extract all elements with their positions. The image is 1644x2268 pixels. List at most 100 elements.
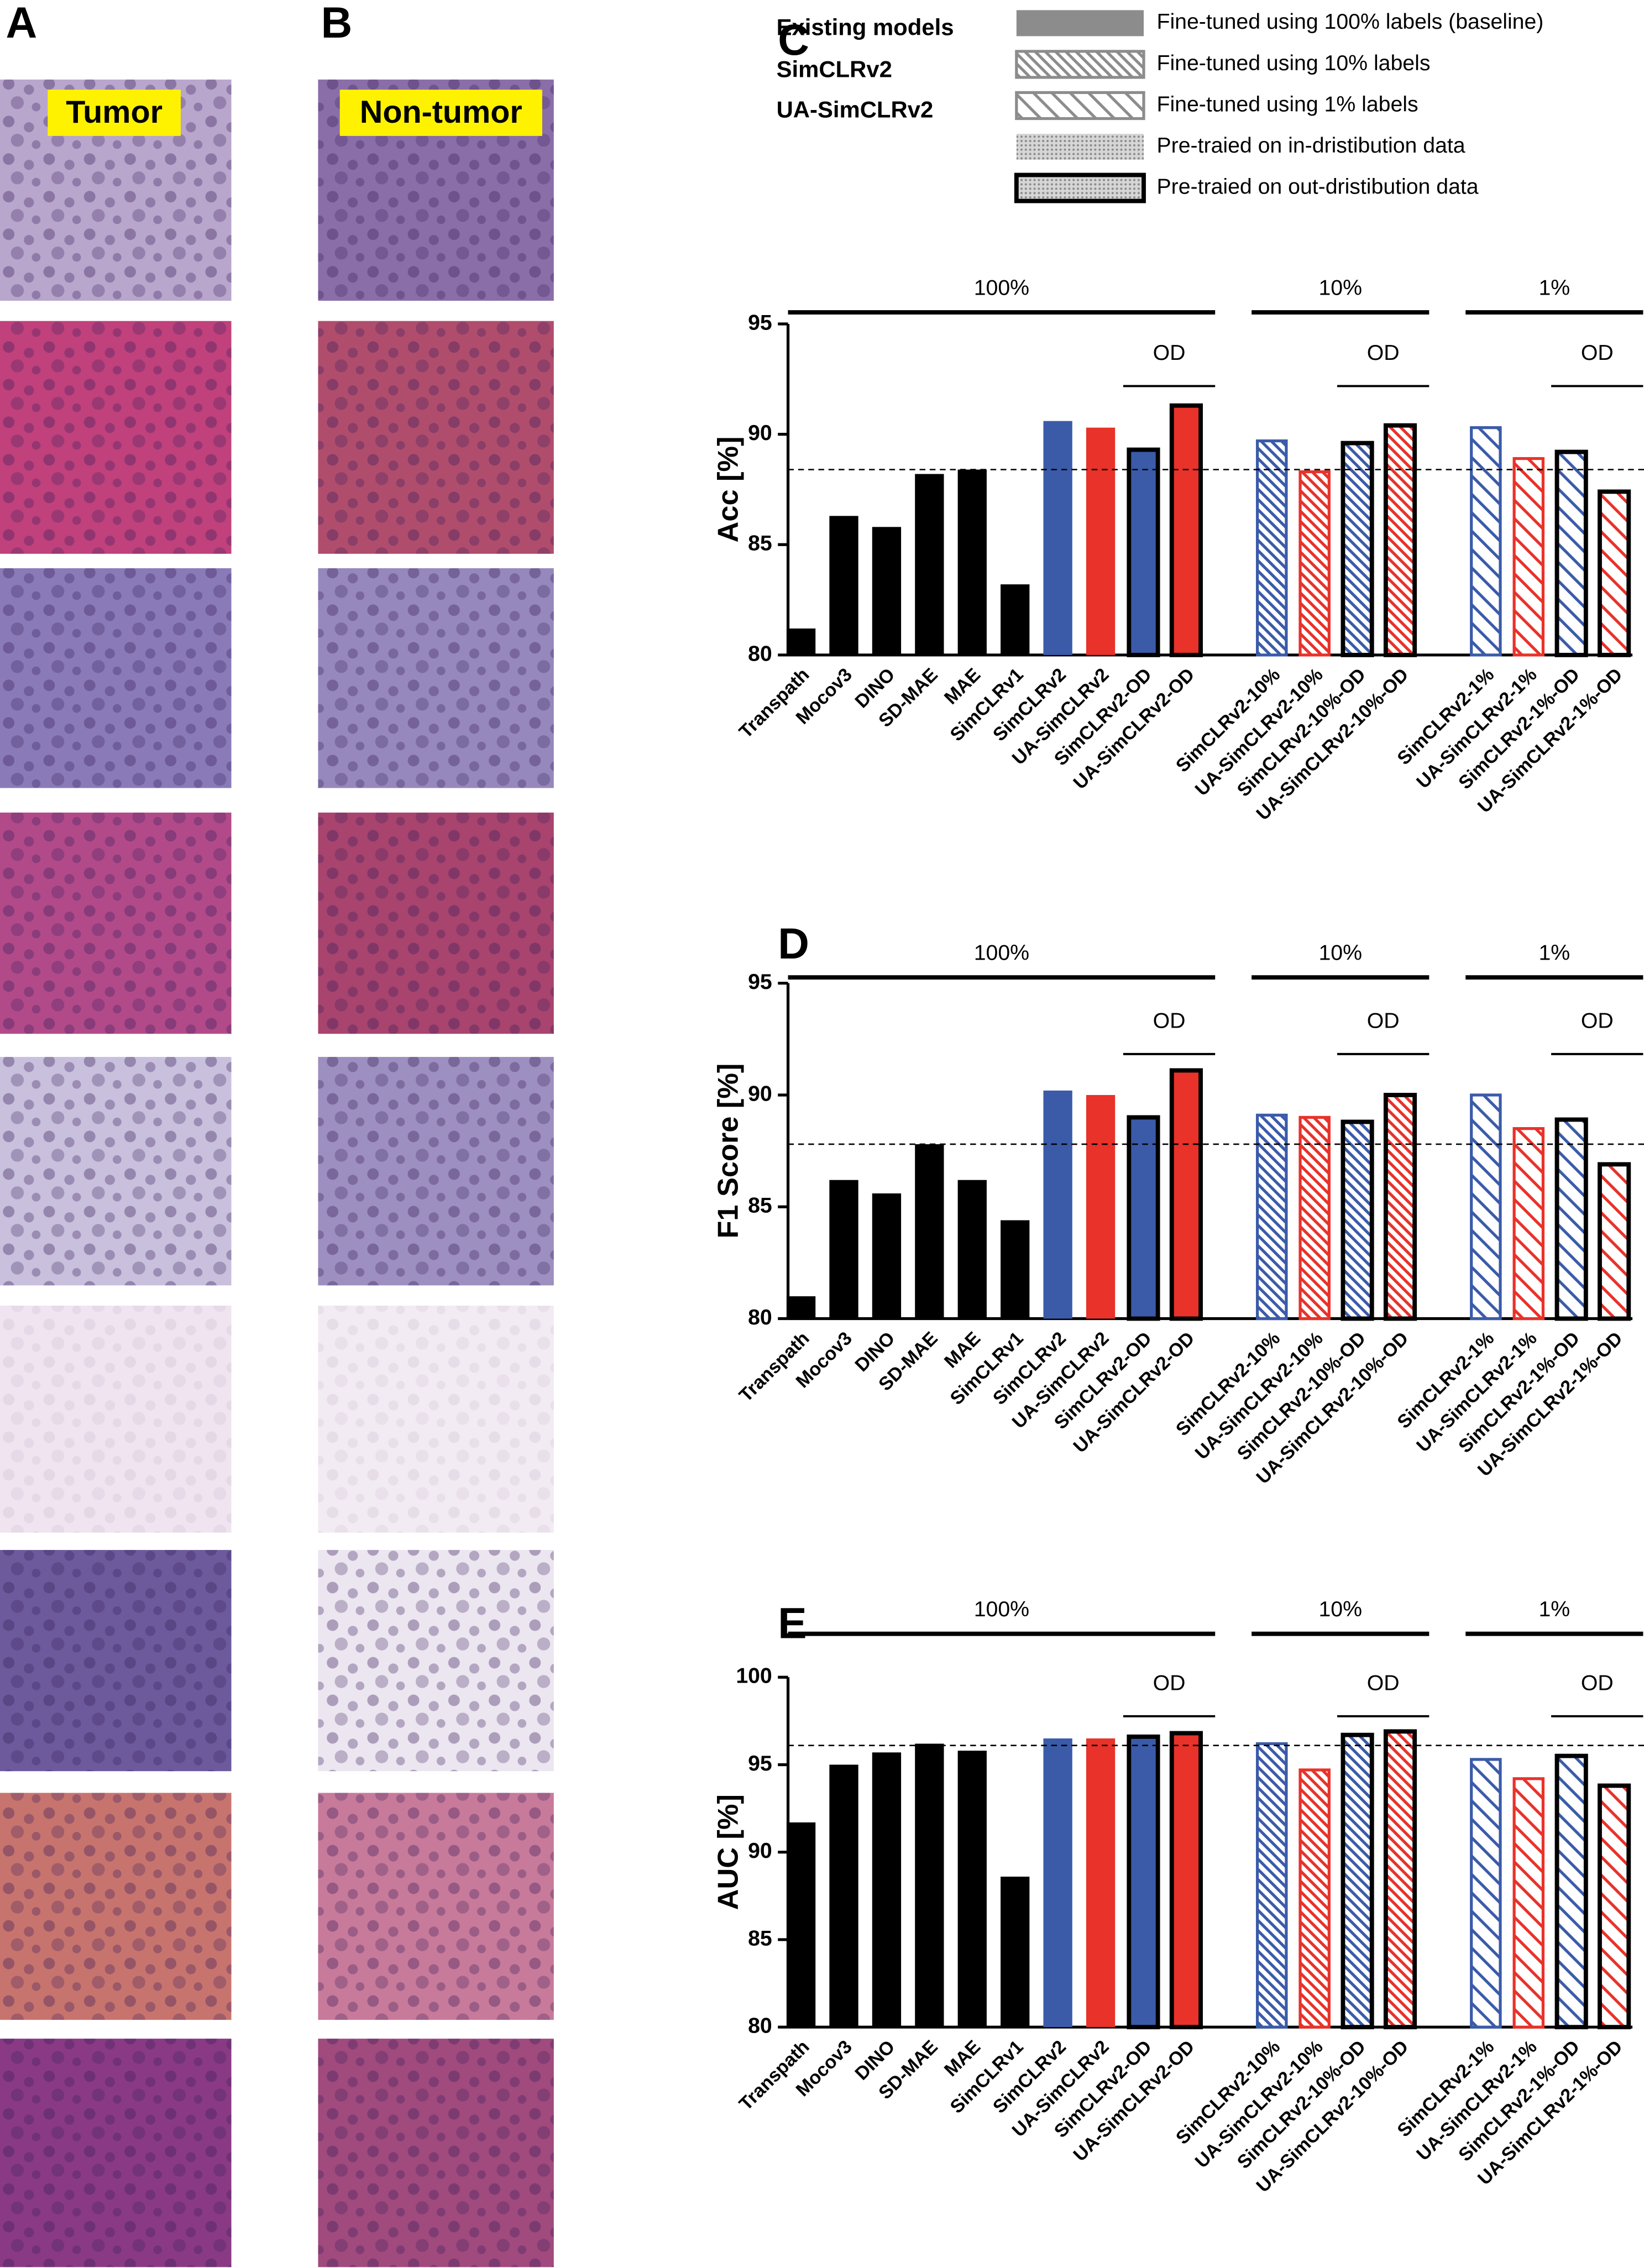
- bar: [1598, 1783, 1631, 2030]
- bar: [1383, 1093, 1417, 1321]
- bar: [1598, 489, 1631, 657]
- tissue-texture: [0, 813, 232, 1034]
- tissue-texture: [0, 1550, 232, 1772]
- tissue-texture: [318, 568, 554, 788]
- group-label: 100%: [974, 941, 1029, 965]
- bar: [1169, 1068, 1203, 1321]
- bar: [1255, 439, 1288, 657]
- od-label: OD: [1367, 341, 1400, 365]
- legend-swatch: [1014, 172, 1146, 203]
- y-tick-label: 90: [748, 1081, 772, 1106]
- legend-swatch: [1016, 10, 1144, 36]
- bar: [1341, 1732, 1374, 2030]
- tissue-texture: [318, 813, 554, 1034]
- label-box: [48, 90, 181, 136]
- legend-model: UA-SimCLRv2: [777, 97, 934, 123]
- bar: [1383, 423, 1417, 657]
- group-label: 10%: [1318, 276, 1362, 300]
- y-tick-label: 95: [748, 1751, 772, 1775]
- bar: [1043, 1090, 1072, 1319]
- od-label: OD: [1581, 341, 1614, 365]
- bar: [1086, 1738, 1116, 2028]
- bar: [957, 469, 987, 655]
- tissue-texture: [0, 1305, 232, 1533]
- bar: [1299, 1115, 1331, 1321]
- y-tick-label: 80: [748, 641, 772, 666]
- y-axis-title: Acc [%]: [713, 437, 745, 543]
- bar: [786, 1822, 816, 2028]
- panel-label: E: [778, 1599, 807, 1647]
- y-tick-label: 80: [748, 2014, 772, 2038]
- bar: [872, 527, 902, 655]
- tissue-texture: [318, 1793, 554, 2020]
- od-label: OD: [1153, 1009, 1186, 1033]
- bar: [872, 1752, 902, 2028]
- bar: [957, 1180, 987, 1319]
- y-tick-label: 95: [748, 970, 772, 994]
- bar: [1470, 1758, 1502, 2029]
- od-label: OD: [1367, 1009, 1400, 1033]
- bar: [1554, 1753, 1588, 2030]
- group-label: 10%: [1318, 941, 1362, 965]
- bar: [786, 628, 816, 655]
- bar: [1554, 1117, 1588, 1321]
- group-label: 1%: [1538, 941, 1570, 965]
- legend-swatch: [1015, 50, 1145, 79]
- bar: [1255, 1742, 1288, 2029]
- bar: [1598, 1162, 1631, 1321]
- legend-label: Pre-traied on out-dristibution data: [1157, 174, 1479, 198]
- bar: [1470, 426, 1502, 657]
- legend-title: Existing models: [777, 14, 954, 40]
- group-label: 100%: [974, 1597, 1029, 1621]
- bar: [1001, 1877, 1030, 2028]
- bar: [1043, 421, 1072, 655]
- tissue-images: [0, 79, 554, 2267]
- bar: [1255, 1113, 1288, 1321]
- group-label: 1%: [1538, 276, 1570, 300]
- od-label: OD: [1153, 1671, 1186, 1695]
- bar: [1086, 1094, 1116, 1319]
- bar: [1127, 1734, 1160, 2030]
- tissue-texture: [318, 321, 554, 554]
- bar: [1043, 1738, 1072, 2028]
- non-tumor-label: Non-tumor: [360, 95, 522, 130]
- group-label: 1%: [1538, 1597, 1570, 1621]
- bar: [1169, 403, 1203, 657]
- bar: [915, 1144, 944, 1319]
- bar: [1341, 441, 1374, 657]
- legend-label: Pre-traied on in-dristibution data: [1157, 133, 1465, 158]
- legend-swatch: [1016, 133, 1144, 160]
- bar: [957, 1751, 987, 2028]
- bar: [1127, 1115, 1160, 1321]
- tissue-texture: [318, 2039, 554, 2267]
- y-tick-label: 85: [748, 1926, 772, 1950]
- tissue-texture: [0, 321, 232, 554]
- bar: [1127, 447, 1160, 657]
- tissue-texture: [318, 1305, 554, 1533]
- bar: [1299, 470, 1331, 657]
- bar: [915, 474, 944, 655]
- tissue-texture: [0, 1057, 232, 1286]
- bar: [829, 1764, 858, 2028]
- tissue-texture: [0, 568, 232, 788]
- tissue-texture: [318, 1057, 554, 1286]
- legend-model: SimCLRv2: [777, 56, 892, 82]
- bar: [1169, 1731, 1203, 2030]
- group-label: 100%: [974, 276, 1029, 300]
- tissue-texture: [318, 1550, 554, 1772]
- tissue-texture: [0, 2039, 232, 2267]
- y-tick-label: 85: [748, 1193, 772, 1218]
- bar: [1512, 1777, 1545, 2029]
- bar: [829, 1180, 858, 1319]
- y-tick-label: 85: [748, 531, 772, 556]
- legend-label: Fine-tuned using 10% labels: [1157, 51, 1431, 75]
- od-label: OD: [1153, 341, 1186, 365]
- bar: [1341, 1119, 1374, 1321]
- panel-label: D: [778, 919, 809, 968]
- bar: [915, 1743, 944, 2028]
- y-tick-label: 100: [736, 1664, 772, 1688]
- bar: [1086, 427, 1116, 655]
- bar: [1470, 1093, 1502, 1321]
- y-tick-label: 90: [748, 421, 772, 445]
- tissue-texture: [0, 1793, 232, 2020]
